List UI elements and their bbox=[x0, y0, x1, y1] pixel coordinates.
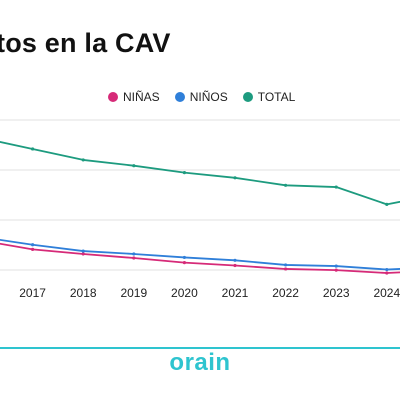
data-point bbox=[132, 256, 136, 260]
data-point bbox=[30, 147, 35, 151]
legend: NIÑAS NIÑOS TOTAL bbox=[108, 90, 295, 104]
legend-dot-ninas bbox=[108, 92, 118, 102]
legend-item-ninos: NIÑOS bbox=[174, 90, 228, 104]
data-point bbox=[182, 171, 186, 175]
data-point bbox=[334, 185, 338, 189]
x-tick-label: 2021 bbox=[222, 286, 249, 300]
data-point bbox=[233, 176, 237, 180]
x-tick-label: 2023 bbox=[323, 286, 350, 300]
data-point bbox=[182, 261, 186, 265]
data-point bbox=[284, 183, 288, 187]
data-point bbox=[81, 249, 85, 253]
series-line bbox=[0, 238, 400, 271]
series-line bbox=[0, 242, 400, 274]
brand-logo: orain bbox=[169, 349, 231, 376]
chart-title: tos en la CAV bbox=[0, 28, 171, 58]
series-line bbox=[0, 140, 400, 206]
data-point bbox=[30, 243, 35, 247]
legend-label-total: TOTAL bbox=[257, 90, 296, 104]
data-point bbox=[81, 158, 85, 162]
data-point bbox=[385, 271, 389, 275]
x-tick-label: 2022 bbox=[272, 286, 299, 300]
data-point bbox=[81, 252, 85, 256]
data-point bbox=[385, 202, 389, 206]
data-point bbox=[385, 267, 389, 272]
data-point bbox=[334, 264, 338, 268]
x-tick-label: 2018 bbox=[70, 286, 97, 300]
data-point bbox=[334, 268, 338, 272]
legend-item-ninas: NIÑAS bbox=[108, 90, 160, 104]
data-point bbox=[233, 263, 237, 268]
x-tick-label: 2019 bbox=[120, 286, 147, 300]
x-tick-label: 2024 bbox=[373, 286, 400, 300]
data-point bbox=[233, 258, 237, 262]
data-point bbox=[284, 267, 288, 271]
data-point bbox=[182, 255, 186, 260]
data-point bbox=[132, 164, 136, 168]
legend-label-ninas: NIÑAS bbox=[123, 90, 160, 104]
x-tick-label: 2020 bbox=[171, 286, 198, 300]
legend-dot-ninos bbox=[174, 92, 185, 102]
data-point bbox=[30, 247, 35, 251]
data-point bbox=[132, 252, 136, 256]
legend-item-total: TOTAL bbox=[242, 90, 296, 104]
legend-dot-total bbox=[242, 92, 253, 102]
x-tick-label: 2017 bbox=[19, 286, 46, 300]
data-point bbox=[284, 263, 288, 267]
legend-label-ninos: NIÑOS bbox=[189, 90, 228, 104]
footer-rule bbox=[0, 347, 400, 349]
